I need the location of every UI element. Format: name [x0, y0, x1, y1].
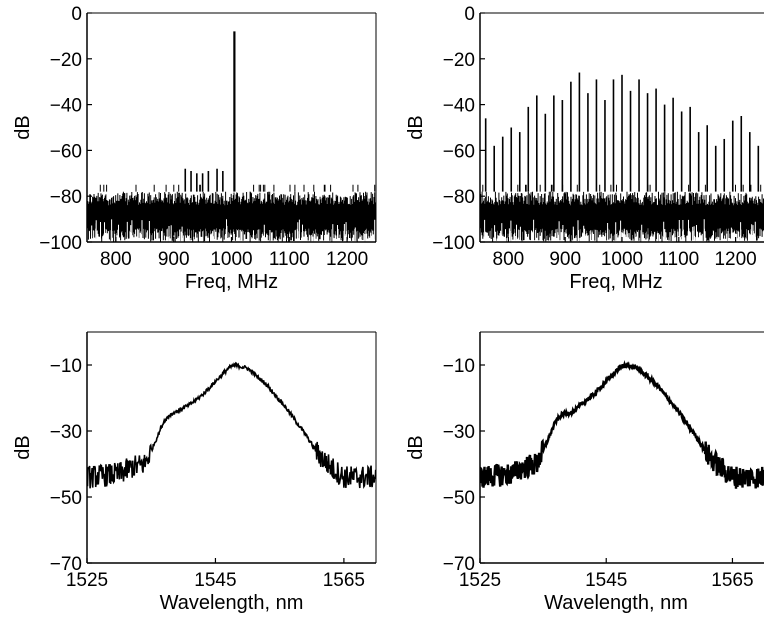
- y-tick-label: −100: [432, 233, 475, 254]
- plot-area: [480, 359, 764, 489]
- x-tick-label: 1000: [210, 249, 252, 270]
- x-tick-label: 1525: [66, 570, 108, 591]
- plot-area: [480, 72, 764, 242]
- y-axis-label: dB: [405, 435, 427, 459]
- y-tick-label: −10: [50, 356, 82, 377]
- x-axis-label: Freq, MHz: [185, 271, 278, 293]
- panel-top-right: −100 −80 −60 −40 −20 0 800 900 1000 1100 1200 Freq,…: [405, 4, 764, 293]
- y-axis-label: dB: [12, 435, 34, 459]
- y-tick-label: −70: [443, 554, 475, 575]
- y-tick-label: −10: [443, 356, 475, 377]
- x-tick-label: 1545: [194, 570, 236, 591]
- x-tick-label: 1000: [601, 249, 643, 270]
- x-tick-label: 1565: [711, 570, 753, 591]
- y-tick-label: −20: [443, 50, 475, 71]
- x-tick-label: 1200: [326, 249, 368, 270]
- y-tick-label: −30: [443, 422, 475, 443]
- x-axis-label: Freq, MHz: [569, 271, 662, 293]
- spectrum-line: [87, 361, 376, 489]
- y-tick-label: −80: [50, 187, 82, 208]
- noise-dropouts: [91, 219, 376, 242]
- panel-bottom-left: −70 −50 −30 −10 1525 1545 1565 Wavelength, nm dB: [12, 331, 377, 614]
- noise-floor: [480, 184, 764, 242]
- x-tick-label: 1100: [658, 249, 699, 270]
- y-tick-label: −40: [50, 96, 82, 117]
- x-tick-label: 900: [158, 249, 190, 270]
- y-axis-label: dB: [405, 115, 427, 139]
- x-tick-label: 800: [100, 249, 132, 270]
- y-tick-label: −40: [443, 96, 475, 117]
- plot-area: [87, 31, 376, 242]
- x-axis-label: Wavelength, nm: [160, 592, 304, 614]
- x-axis-label: Wavelength, nm: [544, 592, 688, 614]
- x-tick-label: 1525: [459, 570, 501, 591]
- y-tick-label: −100: [39, 233, 82, 254]
- y-tick-label: −70: [50, 554, 82, 575]
- x-tick-label: 1200: [714, 249, 756, 270]
- y-tick-label: −30: [50, 422, 82, 443]
- noise-floor: [87, 184, 376, 242]
- y-tick-label: −80: [443, 187, 475, 208]
- y-tick-label: −60: [50, 141, 82, 162]
- y-tick-label: −50: [50, 488, 82, 509]
- panel-top-left: −100 −80 −60 −40 −20 0 800 900 1000 1100 1200 Freq,…: [12, 4, 377, 293]
- x-tick-label: 800: [493, 249, 525, 270]
- x-tick-label: 1100: [269, 249, 310, 270]
- panel-bottom-right: −70 −50 −30 −10 1525 1545 1565 Wavelength, nm dB: [405, 331, 764, 614]
- y-tick-label: −20: [50, 50, 82, 71]
- spectrum-line: [480, 359, 764, 489]
- x-tick-label: 1545: [585, 570, 627, 591]
- y-tick-label: −50: [443, 488, 475, 509]
- y-tick-label: −60: [443, 141, 475, 162]
- y-tick-label: 0: [71, 4, 82, 25]
- y-tick-label: 0: [464, 4, 475, 25]
- y-axis-label: dB: [12, 115, 34, 139]
- plot-area: [87, 361, 376, 489]
- x-tick-label: 1565: [323, 570, 365, 591]
- noise-dropouts: [484, 219, 756, 242]
- x-tick-label: 900: [549, 249, 581, 270]
